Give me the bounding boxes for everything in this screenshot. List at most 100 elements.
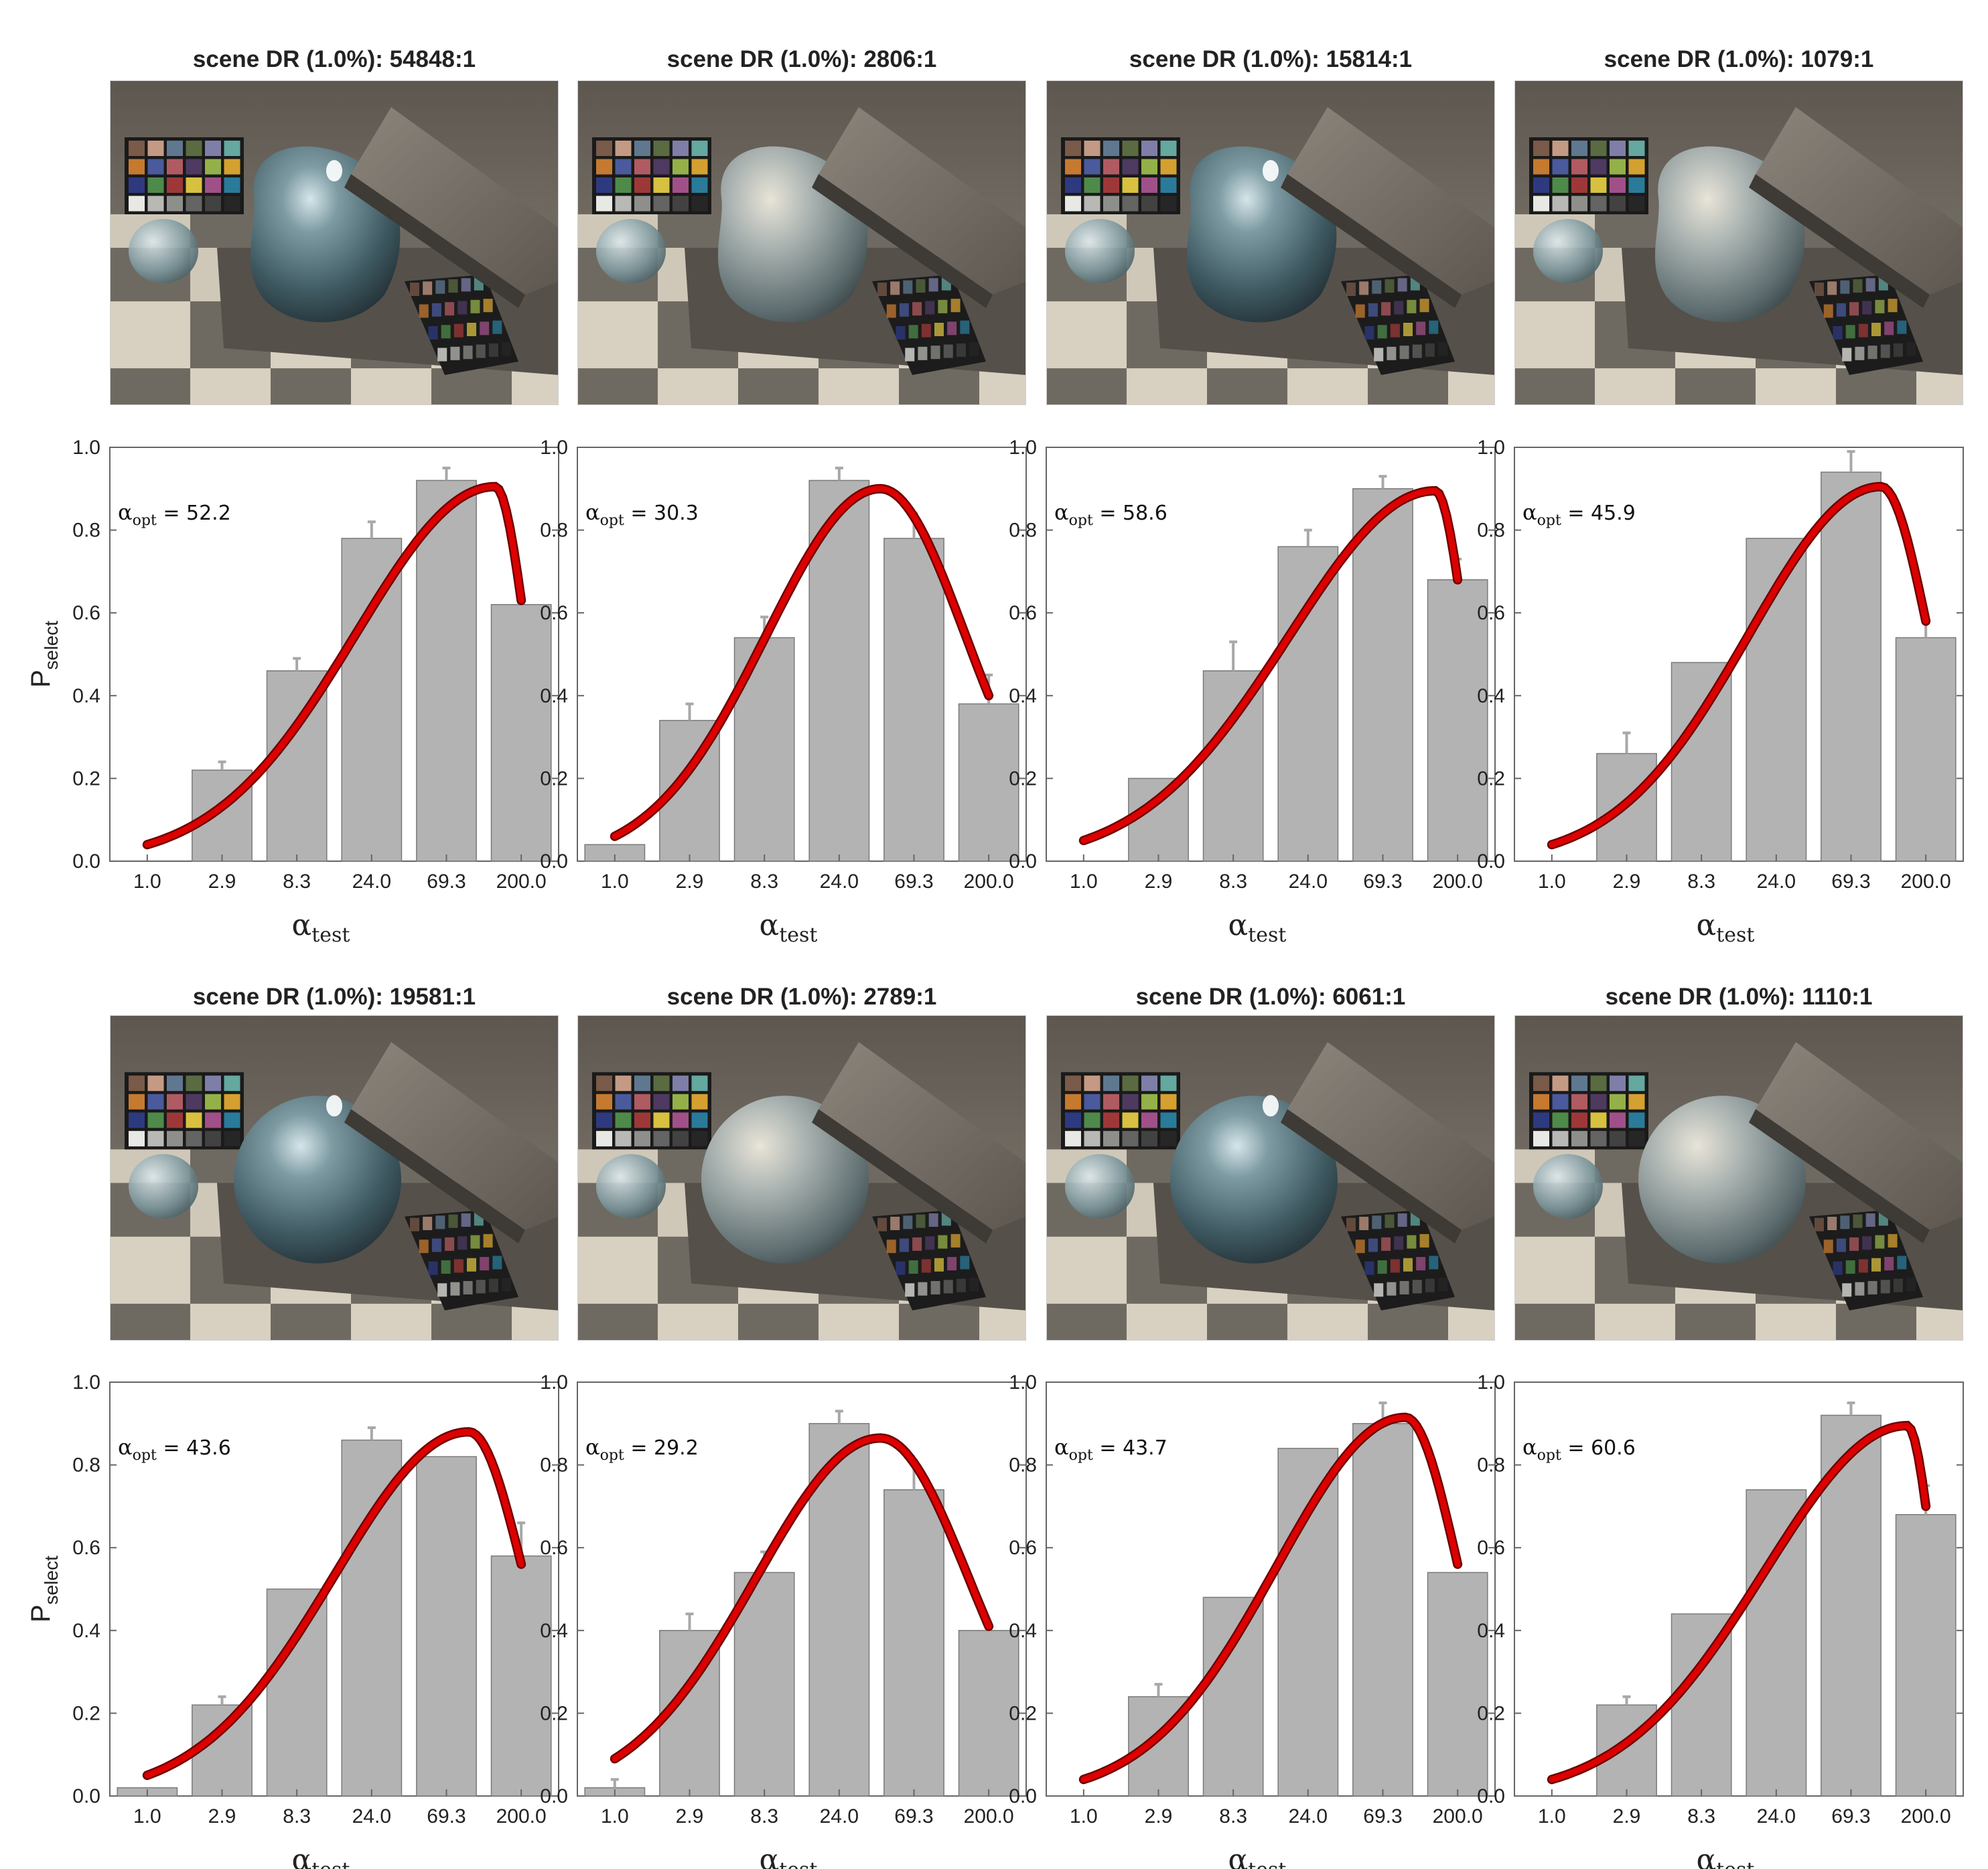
floor-tile — [1448, 1303, 1495, 1341]
x-tick-label: 8.3 — [750, 871, 778, 893]
floor-checker-swatch — [890, 1216, 900, 1230]
floor-checker-swatch — [1355, 304, 1365, 318]
x-axis-symbol: α — [760, 908, 780, 942]
x-tick-label: 24.0 — [1289, 871, 1328, 893]
floor-checker-swatch — [1855, 346, 1865, 360]
x-tick-label: 2.9 — [1145, 871, 1173, 893]
checker-swatch — [615, 141, 632, 156]
panel-title: scene DR (1.0%): 2789:1 — [667, 984, 937, 1010]
panel-title: scene DR (1.0%): 2806:1 — [667, 46, 937, 72]
alpha-opt-value: 30.3 — [654, 502, 699, 525]
checker-swatch — [596, 1130, 612, 1146]
checker-swatch — [1160, 177, 1177, 193]
checker-swatch — [1103, 177, 1119, 193]
floor-checker-swatch — [1888, 1233, 1898, 1248]
checker-swatch — [653, 1112, 670, 1128]
checker-swatch — [1533, 1112, 1549, 1128]
alpha-opt-value: 58.6 — [1123, 502, 1167, 525]
floor-checker-swatch — [1374, 348, 1384, 362]
checker-swatch — [1122, 196, 1139, 212]
x-axis-symbol: α — [1697, 1843, 1717, 1869]
x-axis-label: αtest — [1228, 1843, 1287, 1869]
floor-checker-swatch — [1888, 299, 1898, 313]
alpha-opt-annotation: αopt = 43.7 — [1054, 1434, 1167, 1464]
checker-swatch — [672, 196, 689, 212]
floor-color-checker — [1341, 1209, 1455, 1311]
checker-swatch — [691, 159, 708, 175]
floor-checker-swatch — [1823, 304, 1833, 318]
tilted-slab — [1287, 1042, 1495, 1230]
floor-tile — [1127, 368, 1207, 405]
floor-checker-swatch — [1419, 299, 1429, 313]
checker-swatch — [1590, 1094, 1607, 1110]
floor-checker-swatch — [921, 323, 931, 338]
x-tick-label: 200.0 — [496, 1805, 547, 1827]
floor-checker-swatch — [435, 280, 445, 294]
floor-checker-swatch — [1390, 1259, 1400, 1273]
alpha-opt-annotation: αopt = 45.9 — [1522, 500, 1636, 529]
floor-checker-swatch — [956, 343, 966, 357]
slab-edge — [812, 174, 993, 308]
alpha-symbol: α — [118, 1434, 133, 1460]
chart-plot: 0.0 0.2 0.4 0.6 0.8 1.0 1.0 2.9 8.3 24.0 69.3 200.0… — [72, 1371, 559, 1827]
checker-swatch — [1533, 141, 1549, 156]
floor-checker-swatch — [899, 303, 909, 317]
floor-checker-swatch — [1855, 1282, 1865, 1296]
checker-swatch — [1141, 1075, 1157, 1092]
floor-checker-swatch — [916, 1214, 926, 1228]
checker-swatch — [1122, 1112, 1139, 1128]
checker-swatch — [1122, 1130, 1139, 1146]
checker-swatch — [186, 159, 202, 175]
small-sphere-object — [1533, 1154, 1603, 1219]
alpha-opt-annotation: αopt = 52.2 — [118, 500, 231, 529]
panel-1: scene DR (1.0%): 54848:1 0.0 0.2 0.4 0.6 0.8 1… — [26, 46, 559, 947]
checker-swatch — [167, 1075, 183, 1092]
floor-checker-swatch — [488, 343, 498, 357]
floor-checker-swatch — [410, 283, 419, 296]
bar-69.3 — [1352, 1423, 1413, 1797]
floor-checker-swatch — [1815, 283, 1824, 296]
checker-swatch — [186, 196, 202, 212]
checker-swatch — [147, 1112, 164, 1128]
checker-swatch — [224, 1075, 240, 1092]
floor-checker-swatch — [1412, 344, 1422, 358]
x-tick-label: 200.0 — [496, 871, 547, 893]
floor-checker-swatch — [903, 1215, 913, 1229]
checker-swatch — [1065, 141, 1081, 156]
floor-checker-swatch — [1836, 1238, 1846, 1252]
tilted-slab — [351, 1042, 559, 1230]
large-sphere-object — [1170, 1096, 1338, 1264]
checker-swatch — [1160, 141, 1177, 156]
plot-frame — [1046, 1381, 1496, 1797]
bar-69.3 — [883, 1489, 944, 1797]
bar-200.0 — [1427, 1572, 1488, 1797]
checker-swatch — [691, 1130, 708, 1146]
floor-checker-swatch — [1893, 1278, 1903, 1292]
y-axis-label: Pselect — [26, 1556, 62, 1623]
floor-checker-swatch — [1845, 325, 1855, 339]
checker-swatch — [1552, 1094, 1569, 1110]
tilted-slab — [1756, 1042, 1963, 1230]
floor-checker-swatch — [483, 1233, 493, 1248]
x-axis-subscript: test — [779, 923, 817, 947]
alpha-equals: = — [624, 1436, 654, 1460]
floor-checker-swatch — [1355, 1240, 1365, 1254]
floor-checker-swatch — [925, 1236, 935, 1250]
floor-checker-swatch — [1880, 1280, 1890, 1294]
checker-swatch — [691, 141, 708, 156]
checker-swatch — [147, 196, 164, 212]
checker-swatch — [147, 1075, 164, 1092]
checker-swatch — [205, 177, 221, 193]
checker-swatch — [224, 1094, 240, 1110]
x-tick-label: 200.0 — [964, 871, 1014, 893]
scene-render — [1046, 80, 1495, 405]
floor-checker-swatch — [950, 1233, 961, 1248]
floor-color-checker — [1809, 1209, 1923, 1311]
floor-checker-swatch — [453, 323, 464, 338]
checker-swatch — [653, 159, 670, 175]
floor-checker-swatch — [928, 278, 938, 292]
floor-checker-swatch — [492, 320, 502, 334]
checker-swatch — [672, 1130, 689, 1146]
alpha-opt-annotation: αopt = 43.6 — [118, 1434, 231, 1464]
checker-swatch — [147, 159, 164, 175]
